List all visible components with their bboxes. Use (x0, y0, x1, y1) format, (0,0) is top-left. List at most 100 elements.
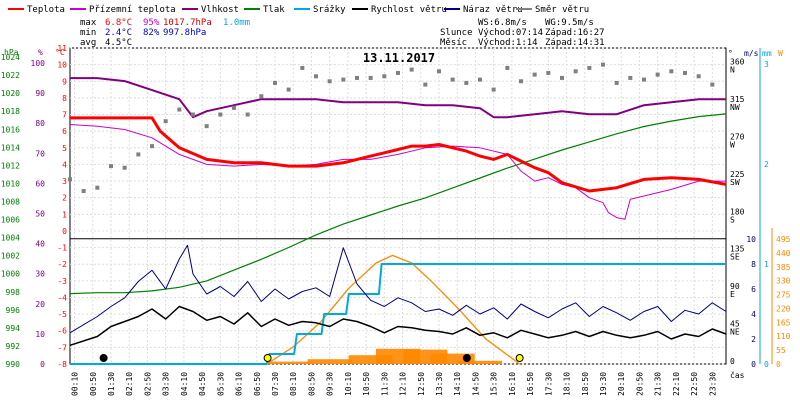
axes-layer: 9909929949969981000100210041006100810101… (1, 44, 791, 396)
hpa-tick-label: 1006 (1, 216, 20, 225)
stats-max-rain: 1.0mm (223, 18, 250, 28)
w-tick-label: 330 (776, 277, 791, 286)
hpa-tick-label: 1002 (1, 252, 20, 261)
legend-label: Vlhkost (201, 5, 239, 15)
celsius-tick-label: -7 (57, 343, 67, 352)
ms-tick-label: 10 (746, 235, 756, 244)
pct-unit-label: % (38, 48, 43, 57)
stats-min-temp: 2.4°C (105, 28, 132, 38)
hpa-tick-label: 998 (6, 288, 21, 297)
x-tick-label: 02:10 (125, 372, 134, 396)
wind-dir-point (122, 165, 127, 170)
info-block: WS:6.8m/s WG:9.5m/s Slunce Východ:07:14 … (440, 18, 605, 48)
wind-dir-point (614, 80, 619, 85)
dir-tick-label: 315 (730, 95, 745, 104)
moon-rise: Východ:1:14 (478, 38, 538, 48)
rain-intensity-bar (266, 361, 311, 364)
hpa-tick-label: 1004 (1, 234, 20, 243)
legend-label: Tlak (263, 5, 285, 15)
dir-tick-label: NW (730, 103, 740, 112)
dir-tick-label: SE (730, 253, 740, 262)
wind-dir-point (81, 189, 86, 194)
celsius-tick-label: 11 (57, 44, 67, 53)
moon-marker (462, 354, 471, 362)
ms-tick-label: 8 (751, 260, 756, 269)
legend-label: Srážky (313, 5, 346, 15)
ms-tick-label: 6 (751, 285, 756, 294)
x-tick-label: 06:50 (253, 372, 262, 396)
wind-dir-point (314, 74, 318, 79)
wind-dir-point (683, 70, 687, 75)
celsius-tick-label: 6 (62, 127, 67, 136)
stats-min-label: min (80, 28, 96, 38)
legend-label: Směr větru (535, 5, 589, 15)
x-tick-label: 12:10 (399, 372, 408, 396)
hpa-tick-label: 992 (6, 342, 21, 351)
wind-dir-point (519, 79, 523, 84)
solar-line (266, 254, 520, 365)
hpa-tick-label: 1010 (1, 179, 20, 188)
wind-dir-point (587, 65, 592, 70)
x-tick-label: 17:30 (544, 372, 553, 396)
x-tick-label: 02:50 (143, 372, 152, 396)
pct-tick-label: 50 (35, 210, 45, 219)
moon-marker (99, 354, 108, 362)
wind-dir-point (368, 75, 373, 80)
grid (70, 47, 726, 365)
wind-dir-point (327, 79, 332, 84)
wind-dir-point (464, 80, 469, 85)
celsius-tick-label: 0 (62, 227, 67, 236)
x-tick-label: 14:50 (471, 372, 480, 396)
wind-dir-point (232, 105, 236, 110)
mm-tick-label: 0 (764, 360, 769, 369)
wind-dir-point (505, 65, 510, 70)
x-tick-label: 05:30 (216, 372, 225, 396)
x-tick-label: 00:50 (89, 372, 98, 396)
x-tick-label: 04:10 (180, 372, 189, 396)
chart-title: 13.11.2017 (363, 51, 435, 65)
rain-intensity-bar (430, 353, 475, 364)
ms-tick-label: 0 (751, 360, 756, 369)
x-tick-label: 01:30 (107, 372, 116, 396)
celsius-tick-label: -4 (57, 293, 67, 302)
wind-dir-point (109, 164, 113, 169)
wind-dir-point (560, 75, 564, 80)
wind-dir-point (423, 82, 428, 87)
pct-tick-label: 90 (35, 89, 45, 98)
wind-dir-point (642, 77, 646, 82)
ms-tick-label: 2 (751, 335, 756, 344)
legend-label: Rychlost větru (371, 5, 447, 15)
hpa-tick-label: 1016 (1, 125, 20, 134)
hpa-tick-label: 1022 (1, 71, 20, 80)
wind-dir-point (259, 94, 264, 99)
celsius-unit-label: °C (55, 48, 65, 57)
wind-gust-line (69, 244, 727, 334)
w-tick-label: 0 (776, 360, 781, 369)
rain-intensity-bar (458, 360, 502, 364)
wind-dir-point (245, 112, 250, 117)
wind-dir-point (68, 177, 72, 182)
wind-dir-point (628, 75, 633, 80)
pressure-line (69, 113, 727, 295)
hpa-tick-label: 1000 (1, 270, 20, 279)
pct-tick-label: 30 (35, 270, 45, 279)
wind-dir-point (573, 69, 578, 74)
wind-dir-point (218, 112, 223, 117)
pct-tick-label: 60 (35, 179, 45, 188)
rain-intensity-area (266, 348, 502, 364)
legend-label: Náraz větru (463, 5, 523, 15)
legend-label: Teplota (27, 5, 65, 15)
x-tick-label: 16:50 (526, 372, 535, 396)
celsius-tick-label: 5 (62, 144, 67, 153)
pct-tick-label: 40 (35, 240, 45, 249)
x-tick-label: 21:30 (654, 372, 663, 396)
wind-dir-point (546, 70, 551, 75)
sun-set: Západ:16:27 (545, 28, 605, 38)
ground-temp-line (69, 124, 726, 220)
x-tick-label: 06:10 (235, 372, 244, 396)
celsius-tick-label: -2 (57, 260, 67, 269)
wind-dir-point (204, 124, 209, 129)
wind-dir-point (655, 72, 660, 77)
wind-dir-point (286, 87, 291, 92)
